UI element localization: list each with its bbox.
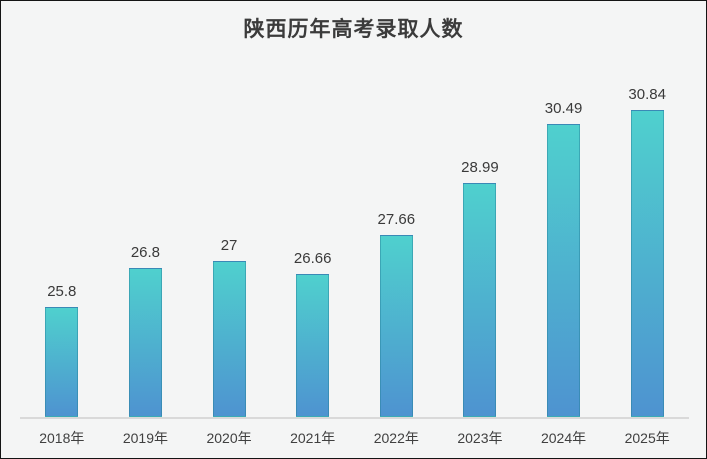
bar-value-label: 27 bbox=[220, 237, 238, 254]
bar-value-label: 30.84 bbox=[628, 86, 666, 103]
bar bbox=[128, 268, 162, 417]
x-axis-tick-label: 2021年 bbox=[290, 430, 336, 446]
bar bbox=[463, 183, 497, 417]
x-axis-tick-label: 2024年 bbox=[540, 430, 587, 446]
x-axis-tick-label: 2022年 bbox=[373, 430, 419, 446]
bar bbox=[296, 274, 330, 417]
bar-chart: 25.8 26.8 27 26.66 27.66 28.99 30.49 30.84 2018… bbox=[20, 65, 689, 448]
bar-value-label: 26.8 bbox=[130, 244, 161, 261]
bar bbox=[379, 235, 413, 417]
bar bbox=[45, 307, 79, 417]
chart-title: 陕西历年高考录取人数 bbox=[243, 18, 464, 41]
bar bbox=[630, 110, 664, 417]
bar-value-label: 28.99 bbox=[461, 159, 499, 176]
bar-value-label: 25.8 bbox=[47, 283, 77, 300]
bar-value-label: 30.49 bbox=[544, 100, 583, 117]
bar-column: 25.8 bbox=[20, 65, 104, 417]
x-axis-tick-label: 2019年 bbox=[122, 430, 169, 446]
plot-area: 25.8 26.8 27 26.66 27.66 28.99 30.49 30.84 bbox=[20, 65, 689, 419]
x-axis-tick-label: 2020年 bbox=[206, 430, 252, 446]
bar bbox=[547, 124, 581, 417]
x-axis-tick-label: 2025年 bbox=[624, 430, 670, 446]
x-axis: 2018年 2019年 2020年 2021年 2022年 2023年 2024年 2025年 bbox=[20, 428, 689, 448]
bar bbox=[212, 261, 246, 417]
x-axis-tick-label: 2018年 bbox=[39, 430, 85, 446]
x-axis-tick-label: 2023年 bbox=[457, 430, 503, 446]
bar-column: 26.8 bbox=[104, 65, 188, 417]
bar-column: 28.99 bbox=[438, 65, 522, 417]
bar-column: 27 bbox=[187, 65, 271, 417]
bar-column: 27.66 bbox=[355, 65, 439, 417]
bar-column: 30.49 bbox=[522, 65, 606, 417]
bar-value-label: 27.66 bbox=[377, 211, 416, 228]
bar-column: 30.84 bbox=[605, 65, 689, 417]
bar-column: 26.66 bbox=[271, 65, 355, 417]
bar-value-label: 26.66 bbox=[293, 250, 332, 267]
